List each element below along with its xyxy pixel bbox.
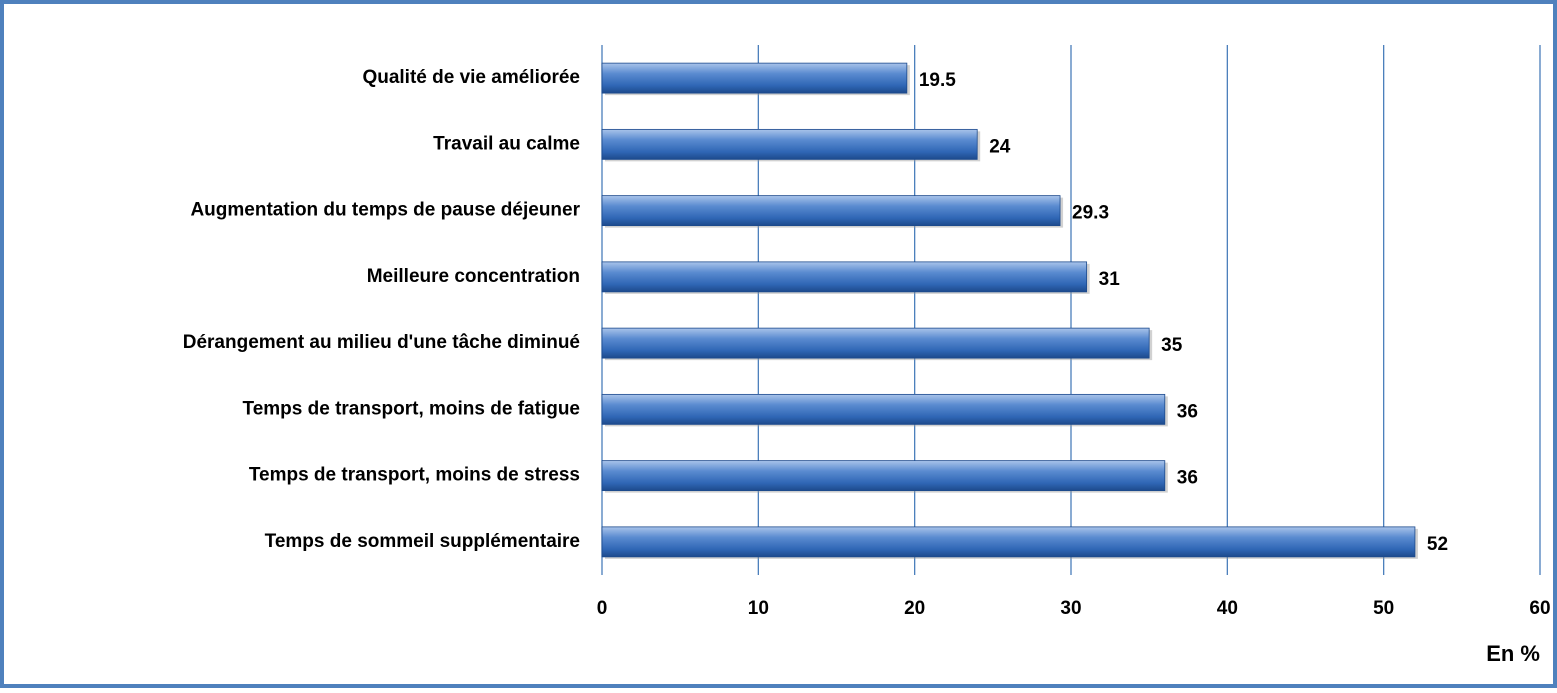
y-tick-label: Meilleure concentration xyxy=(367,266,580,287)
y-tick-label: Augmentation du temps de pause déjeuner xyxy=(190,200,580,221)
y-tick-label: Travail au calme xyxy=(433,133,580,154)
value-label: 24 xyxy=(989,136,1011,157)
value-label: 19.5 xyxy=(919,70,956,91)
y-tick-label: Temps de transport, moins de fatigue xyxy=(243,398,580,419)
x-tick-label: 60 xyxy=(1529,598,1550,619)
x-tick-label: 10 xyxy=(748,598,769,619)
bar xyxy=(601,195,1061,227)
bar xyxy=(601,460,1166,492)
bar xyxy=(601,62,908,94)
x-tick-label: 30 xyxy=(1060,598,1081,619)
x-axis-label: En % xyxy=(1486,641,1540,666)
value-label: 36 xyxy=(1177,468,1198,489)
bar xyxy=(601,261,1088,293)
value-label: 29.3 xyxy=(1072,203,1109,224)
value-label: 35 xyxy=(1161,335,1183,356)
bar xyxy=(601,128,978,160)
bar xyxy=(601,393,1166,425)
x-tick-label: 50 xyxy=(1373,598,1394,619)
y-tick-label: Dérangement au milieu d'une tâche diminu… xyxy=(183,332,580,353)
value-label: 36 xyxy=(1177,401,1198,422)
y-tick-label: Temps de transport, moins de stress xyxy=(249,465,580,486)
value-label: 31 xyxy=(1099,269,1121,290)
bar xyxy=(601,526,1416,558)
x-tick-label: 0 xyxy=(597,598,608,619)
y-tick-label: Qualité de vie améliorée xyxy=(362,67,580,88)
y-tick-label: Temps de sommeil supplémentaire xyxy=(265,531,580,552)
bar xyxy=(601,327,1150,359)
value-label: 52 xyxy=(1427,534,1448,555)
x-tick-label: 20 xyxy=(904,598,925,619)
x-tick-label: 40 xyxy=(1217,598,1238,619)
